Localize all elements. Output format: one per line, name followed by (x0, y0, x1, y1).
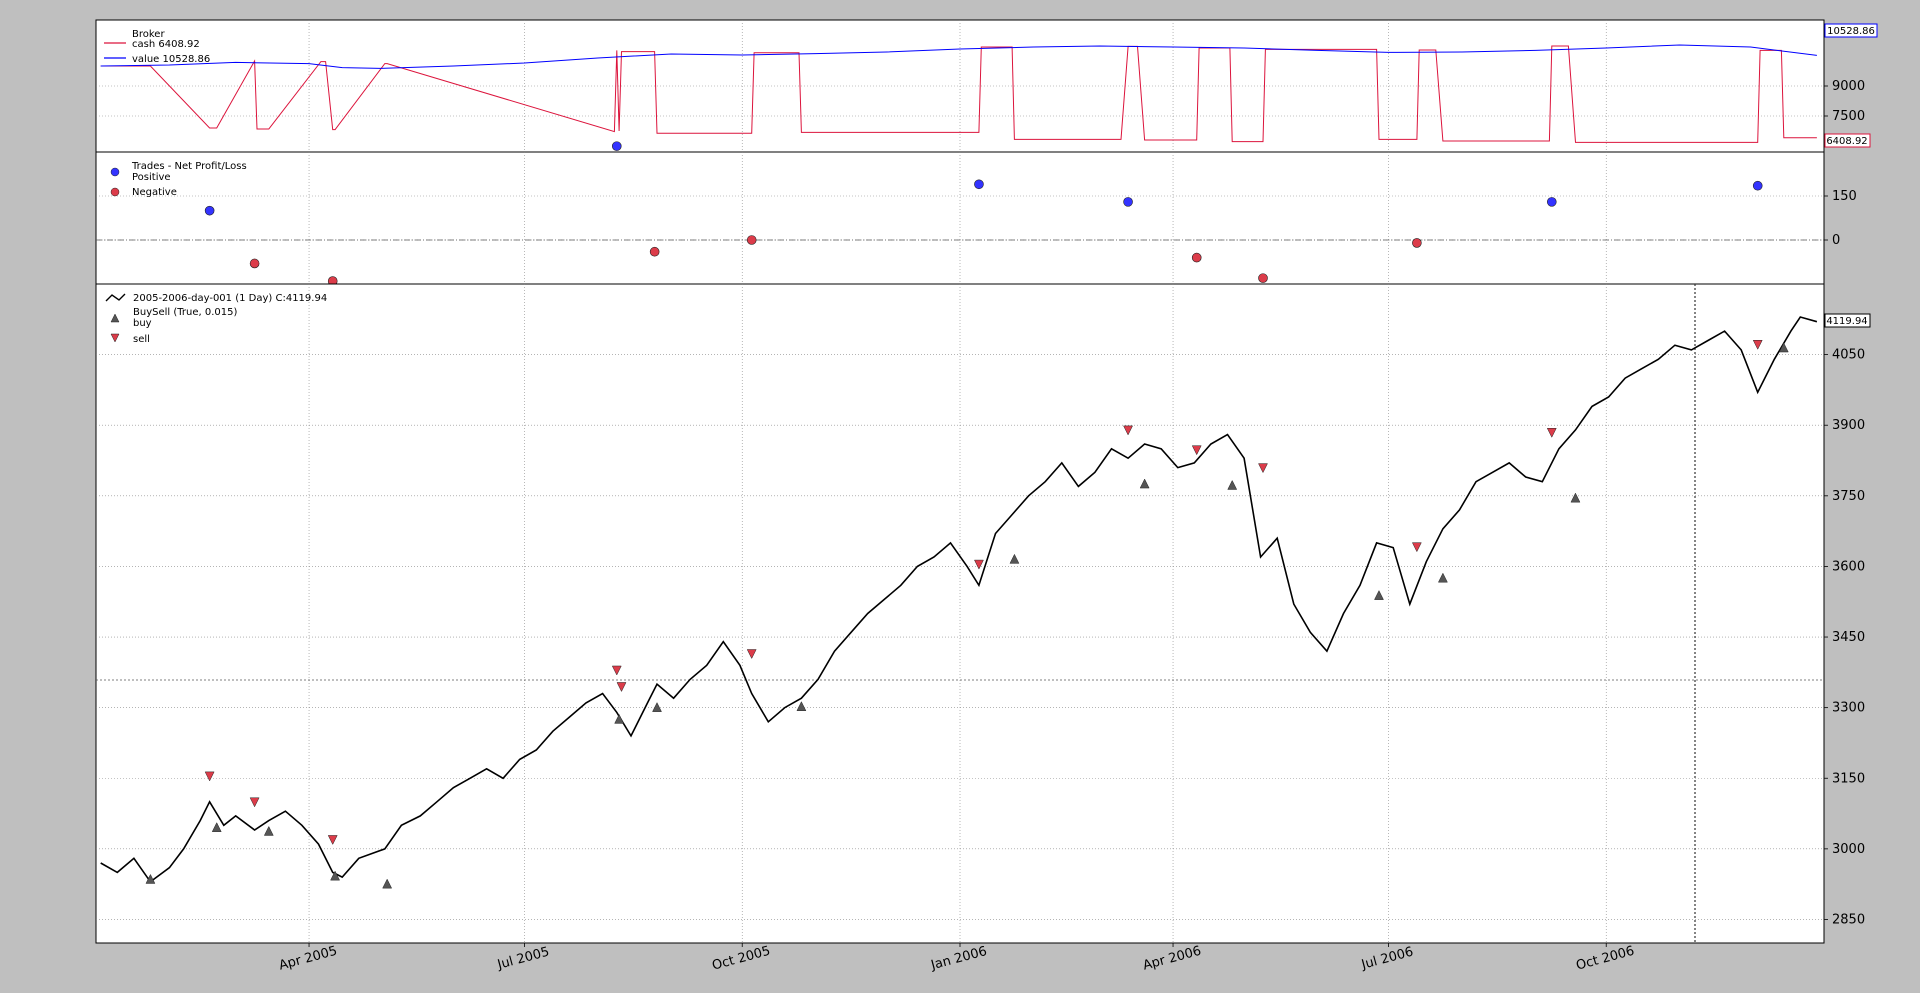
price-end-label: 4119.94 (1826, 316, 1867, 327)
negative-trade-point (1412, 238, 1422, 248)
sell-marker (1123, 425, 1133, 436)
positive-trade-point (1546, 197, 1557, 207)
price-axes (95, 283, 1825, 944)
price-ytick-label: 2850 (1832, 912, 1865, 927)
buy-marker (1374, 590, 1384, 600)
value-line (100, 44, 1817, 69)
positive-trade-point (974, 179, 984, 190)
trades-ytick-label: 0 (1832, 233, 1840, 248)
buy-marker (1437, 572, 1448, 583)
sell-marker (249, 797, 260, 808)
positive-legend-marker (110, 167, 120, 177)
buy-legend-marker (110, 313, 120, 323)
cash-legend-label: cash 6408.92 (132, 39, 200, 50)
cash-line (100, 45, 1817, 143)
price-ytick-label: 3000 (1832, 842, 1865, 857)
trades-ytick-label: 150 (1832, 189, 1857, 204)
price-legend-label: 2005-2006-day-001 (1 Day) C:4119.94 (133, 293, 327, 304)
negative-trade-point (1191, 252, 1202, 263)
price-ytick-label: 3450 (1832, 630, 1865, 645)
sell-marker (746, 649, 757, 660)
sell-marker (974, 559, 984, 570)
xtick-label: Jan 2006 (929, 944, 989, 974)
xtick-label: Oct 2005 (711, 944, 773, 974)
sell-marker (616, 682, 627, 693)
buy-marker (614, 713, 625, 724)
negative-legend-marker (110, 187, 120, 197)
negative-legend-label: Negative (132, 187, 177, 198)
xtick-label: Apr 2005 (277, 944, 339, 974)
buy-marker (796, 701, 807, 711)
positive-trade-point (1123, 197, 1133, 207)
price-ytick-label: 3750 (1832, 489, 1865, 504)
price-ytick-label: 3900 (1832, 418, 1865, 433)
sell-marker (1191, 445, 1202, 456)
xtick-label: Oct 2006 (1575, 944, 1637, 974)
broker-ytick-label: 7500 (1832, 109, 1865, 124)
value-end-tag: 10528.86 (1824, 23, 1878, 38)
price-ytick-label: 3600 (1832, 559, 1865, 574)
broker-panel: 7500 9000 Broker cash 6408.92 value 10528… (95, 19, 1878, 153)
value-legend-label: value 10528.86 (132, 54, 210, 65)
buy-marker (1570, 492, 1581, 503)
sell-marker (1411, 542, 1422, 553)
buy-marker (263, 825, 274, 836)
sell-legend-marker (110, 333, 120, 343)
cash-end-label: 6408.92 (1826, 136, 1867, 147)
positive-trade-point (1752, 180, 1763, 191)
sell-marker (1546, 428, 1557, 438)
price-panel: 2850 3000 3150 3300 3450 3600 3750 3900 4050 200… (95, 283, 1871, 974)
value-end-label: 10528.86 (1827, 26, 1875, 37)
price-end-tag: 4119.94 (1824, 313, 1871, 328)
negative-trade-point (1258, 273, 1268, 283)
price-legend-swatch (105, 293, 126, 302)
price-line (100, 316, 1818, 883)
sell-marker (1752, 340, 1763, 350)
buy-legend-label: buy (133, 318, 152, 329)
buy-marker (1227, 479, 1238, 490)
trades-legend: Trades - Net Profit/Loss Positive Negati… (110, 161, 247, 198)
positive-trade-point (204, 205, 215, 216)
buy-marker (330, 870, 340, 881)
positive-trade-point (611, 141, 622, 151)
buy-marker (652, 702, 662, 712)
xtick-label: Jul 2006 (1359, 945, 1415, 973)
buysell-legend-label: BuySell (True, 0.015) (133, 307, 237, 318)
negative-trade-point (649, 246, 660, 257)
price-legend: 2005-2006-day-001 (1 Day) C:4119.94 BuyS… (105, 293, 327, 345)
buy-marker (1139, 478, 1150, 489)
sell-marker (327, 835, 338, 846)
positive-legend-label: Positive (132, 172, 171, 183)
cash-end-tag: 6408.92 (1824, 133, 1871, 148)
negative-trade-point (249, 258, 260, 269)
trades-legend-title: Trades - Net Profit/Loss (131, 161, 247, 172)
xtick-label: Apr 2006 (1141, 944, 1203, 974)
trades-panel: 0 150 Trades - Net Profit/Loss Positive N… (95, 141, 1857, 286)
negative-trade-point (746, 235, 757, 245)
broker-legend: Broker cash 6408.92 value 10528.86 (104, 29, 210, 65)
broker-ytick-label: 9000 (1832, 79, 1865, 94)
price-ytick-label: 4050 (1832, 348, 1865, 363)
price-ytick-label: 3300 (1832, 701, 1865, 716)
price-ytick-label: 3150 (1832, 771, 1865, 786)
buy-marker (211, 822, 222, 832)
xtick-label: Jul 2005 (495, 945, 551, 973)
buy-marker (145, 873, 156, 884)
sell-marker (611, 665, 622, 676)
sell-marker (204, 771, 215, 782)
sell-marker (1258, 463, 1268, 474)
sell-legend-label: sell (133, 334, 150, 345)
buy-marker (1778, 342, 1789, 353)
broker-legend-title: Broker (132, 29, 165, 40)
buy-marker (382, 878, 393, 889)
buy-marker (1009, 553, 1020, 564)
